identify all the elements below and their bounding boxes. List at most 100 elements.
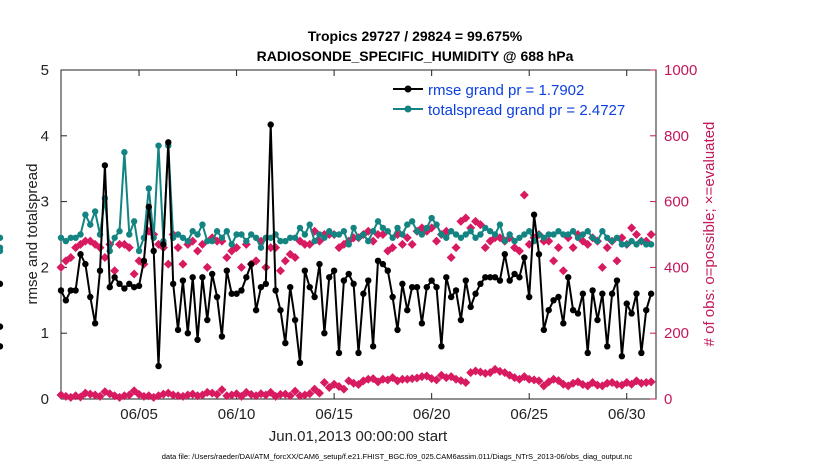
totalspread-point [291,234,299,241]
totalspread-point [91,208,99,215]
rmse-point [506,277,513,284]
totalspread-point [67,234,74,241]
totalspread-point [413,228,421,235]
obs-evaluated-point [95,391,105,401]
rmse-point [496,277,504,284]
obs-evaluated-point [432,375,442,385]
obs-possible-point [583,239,593,249]
series-obs-evaluated [56,364,656,402]
rmse-point [165,139,172,146]
rmse-point [379,260,387,268]
totalspread-point [433,221,440,228]
rmse-point [169,280,177,288]
y-right-tick-label: 1000 [664,62,697,79]
totalspread-point [423,224,430,232]
y-right-tick-label: 400 [664,259,689,276]
totalspread-point [521,231,528,238]
totalspread-point [384,228,391,235]
obs-possible-point [222,253,232,263]
totalspread-point [369,228,377,235]
obs-possible-point [568,243,578,253]
rmse-point [584,349,591,357]
totalspread-point [326,228,333,235]
rmse-point [574,310,582,317]
obs-possible-point [100,253,110,263]
obs-possible-point [446,253,456,263]
totalspread-point [486,228,494,235]
totalspread-point [560,231,567,238]
series-rmse [0,121,655,370]
totalspread-point [565,231,572,238]
rmse-point [511,270,518,278]
totalspread-point [467,228,474,235]
rmse-point [486,274,494,281]
rmse-point [213,293,221,301]
rmse-point [262,280,270,288]
rmse-point [311,293,318,301]
rmse-point [233,290,240,297]
y-right-tick-label: 0 [664,391,672,408]
rmse-point [326,274,333,281]
obs-possible-point [646,230,656,239]
totalspread-point [194,231,201,238]
rmse-point [291,316,299,324]
obs-possible-point [627,223,637,233]
rmse-point [521,254,528,261]
rmse-point [0,280,4,288]
rmse-point [335,349,343,357]
totalspread-point [213,228,221,235]
rmse-point [365,277,372,284]
totalspread-point [130,218,138,225]
totalspread-point [482,224,489,232]
totalspread-point [579,231,587,238]
rmse-point [189,274,196,281]
totalspread-point [121,149,128,156]
rmse-point [408,283,416,291]
totalspread-point [82,211,89,218]
totalspread-point [330,231,338,238]
totalspread-point [135,247,143,255]
obs-possible-point [397,239,407,249]
y-axis-right-label: # of obs: o=possible; ×=evaluated [701,122,718,347]
rmse-point [462,277,469,284]
totalspread-point [345,241,352,248]
obs-possible-point [602,243,612,253]
obs-possible-point [266,243,276,253]
rmse-point [345,270,352,278]
rmse-point [179,277,187,284]
rmse-point [360,290,367,297]
legend: rmse grand pr = 1.7902 totalspread grand… [393,82,625,119]
rmse-point [340,277,348,284]
x-axis-ticks: 06/05 06/10 06/15 06/20 06/25 06/30 [120,70,646,423]
obs-evaluated-point [646,377,656,387]
obs-possible-point [193,246,203,256]
rmse-point [428,277,435,284]
obs-possible-point [124,243,134,253]
totalspread-point [116,228,123,235]
rmse-point [228,290,235,297]
rmse-point [194,336,201,343]
obs-possible-point [432,236,442,246]
rmse-point [87,293,94,301]
totalspread-point [643,241,650,248]
rmse-point [82,260,89,268]
totalspread-point [599,228,606,235]
rmse-point [589,287,596,294]
obs-evaluated-point [397,374,407,384]
totalspread-point [87,221,94,228]
totalspread-point [62,237,70,245]
obs-possible-point [275,266,285,276]
rmse-point [643,306,650,314]
rmse-point [399,280,406,288]
rmse-point [418,320,426,327]
totalspread-point [57,234,65,241]
totalspread-point [360,231,367,238]
rmse-point [277,306,284,314]
obs-possible-point [129,269,139,279]
totalspread-point [604,234,611,241]
totalspread-point [574,234,582,241]
totalspread-point [374,218,382,225]
legend-spread-label: totalspread grand pr = 2.4727 [428,102,625,119]
totalspread-point [462,231,469,238]
